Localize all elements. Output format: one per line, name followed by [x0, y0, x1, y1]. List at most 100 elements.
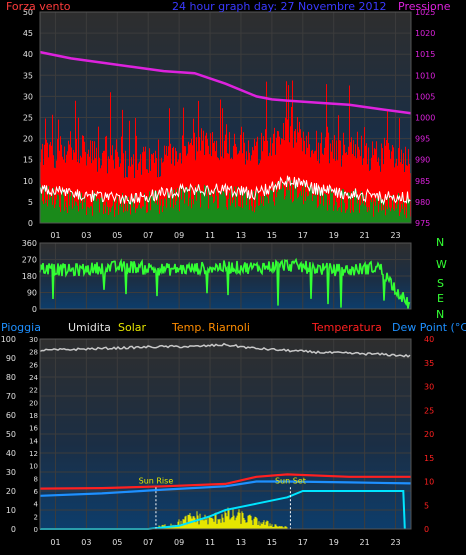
temp-x-tick-label: 05	[112, 538, 122, 547]
rain-y-tick-label: 24	[29, 374, 38, 382]
rain-y-tick-label: 0	[34, 526, 38, 534]
direction-y-tick-label: 180	[22, 272, 37, 281]
temperature-y-tick-label: 15	[424, 454, 434, 463]
rain-y-tick-label: 22	[29, 387, 38, 395]
temperature-y-tick-label: 40	[424, 335, 434, 344]
rain-y-tick-label: 4	[34, 501, 39, 509]
wind-y-tick-label: 45	[23, 29, 33, 38]
wind-direction-line	[39, 257, 411, 310]
pressure-y-tick-label: 1000	[415, 114, 435, 123]
humidity-y-tick-label: 50	[6, 430, 16, 439]
wind-x-tick-label: 13	[236, 231, 246, 240]
humidity-y-tick-label: 100	[1, 335, 16, 344]
rain-y-tick-label: 14	[29, 437, 38, 445]
wind-strength-label: Forza vento	[6, 0, 71, 13]
graph-title: 24 hour graph day: 27 Novembre 2012	[172, 0, 386, 13]
wind-y-tick-label: 50	[23, 8, 33, 17]
direction-letter-n-top: N	[436, 236, 444, 249]
humidity-y-tick-label: 10	[6, 506, 16, 515]
direction-letter-s: S	[437, 277, 444, 290]
direction-letter-n-bottom: N	[436, 308, 444, 321]
wind-x-tick-label: 11	[205, 231, 215, 240]
pressure-y-tick-label: 995	[415, 135, 430, 144]
wind-x-tick-label: 15	[267, 231, 277, 240]
panel-frame	[39, 242, 412, 310]
sunset-label: Sun Set	[275, 476, 306, 485]
pressure-y-tick-label: 985	[415, 177, 430, 186]
wind-average-line	[40, 175, 411, 206]
legend-pioggia: Pioggia	[1, 321, 41, 334]
rain-y-tick-label: 20	[29, 399, 38, 407]
pressure-y-tick-label: 975	[415, 219, 430, 228]
rain-y-tick-label: 18	[29, 412, 38, 420]
pressure-y-tick-label: 1020	[415, 29, 435, 38]
wind-x-tick-label: 05	[112, 231, 122, 240]
pressure-line	[39, 50, 412, 115]
humidity-y-tick-label: 30	[6, 468, 16, 477]
direction-letter-w: W	[436, 258, 447, 271]
wind-y-tick-label: 40	[23, 50, 33, 59]
humidity-y-tick-label: 20	[6, 487, 16, 496]
rain-y-tick-label: 16	[29, 425, 38, 433]
wind-x-tick-label: 09	[174, 231, 184, 240]
wind-x-tick-label: 23	[390, 231, 400, 240]
rain-y-tick-label: 26	[29, 361, 38, 369]
temp-x-tick-label: 07	[143, 538, 153, 547]
legend-temperatura: Temperatura	[311, 321, 382, 334]
humidity-y-tick-label: 0	[11, 525, 16, 534]
humidity-line	[39, 342, 411, 358]
temperature-y-tick-label: 25	[424, 406, 434, 415]
wind-x-tick-label: 01	[50, 231, 60, 240]
legend-solar: Solar	[118, 321, 147, 334]
rain-y-tick-label: 28	[29, 349, 38, 357]
pressure-y-tick-label: 990	[415, 156, 430, 165]
wind-y-tick-label: 5	[28, 198, 33, 207]
pressure-y-tick-label: 1015	[415, 50, 435, 59]
direction-y-tick-label: 270	[22, 256, 37, 265]
temp-x-tick-label: 09	[174, 538, 184, 547]
humidity-y-tick-label: 80	[6, 373, 16, 382]
panel-frame	[39, 11, 412, 224]
direction-y-tick-label: 0	[32, 305, 37, 314]
wind-y-tick-label: 0	[28, 219, 33, 228]
rain-y-tick-label: 8	[34, 475, 38, 483]
pressure-label: Pressione	[398, 0, 451, 13]
rain-y-tick-label: 10	[29, 463, 38, 471]
wind-y-tick-label: 25	[23, 114, 33, 123]
temperature-line	[39, 473, 411, 490]
wind-y-tick-label: 15	[23, 156, 33, 165]
temp-x-tick-label: 15	[267, 538, 277, 547]
temp-x-tick-label: 13	[236, 538, 246, 547]
rain-y-tick-label: 6	[34, 488, 39, 496]
wind-x-tick-label: 07	[143, 231, 153, 240]
wind-x-tick-label: 19	[329, 231, 339, 240]
wind-x-tick-label: 21	[360, 231, 370, 240]
rain-y-tick-label: 30	[29, 336, 38, 344]
pressure-y-tick-label: 980	[415, 198, 430, 207]
temp-x-tick-label: 03	[81, 538, 91, 547]
wind-y-tick-label: 20	[23, 135, 33, 144]
wind-x-tick-label: 03	[81, 231, 91, 240]
direction-letter-e: E	[437, 292, 444, 305]
humidity-y-tick-label: 70	[6, 392, 16, 401]
temperature-y-tick-label: 30	[424, 383, 434, 392]
temp-x-tick-label: 01	[50, 538, 60, 547]
temperature-y-tick-label: 5	[424, 501, 429, 510]
rain-y-tick-label: 12	[29, 450, 38, 458]
wind-y-tick-label: 35	[23, 71, 33, 80]
temp-x-tick-label: 19	[329, 538, 339, 547]
dew-point-line	[39, 480, 412, 497]
direction-y-tick-label: 360	[22, 239, 37, 248]
temperature-y-tick-label: 10	[424, 478, 434, 487]
rain-line	[40, 490, 406, 530]
wind-x-tick-label: 17	[298, 231, 308, 240]
direction-y-tick-label: 90	[27, 289, 37, 298]
wind-y-tick-label: 10	[23, 177, 33, 186]
temp-x-tick-label: 21	[360, 538, 370, 547]
legend-temp-riarnoli: Temp. Riarnoli	[171, 321, 250, 334]
panel-frame	[39, 338, 412, 530]
legend-dew-point: Dew Point (°C)	[392, 321, 466, 334]
humidity-y-tick-label: 90	[6, 354, 16, 363]
rain-y-tick-label: 2	[34, 513, 38, 521]
